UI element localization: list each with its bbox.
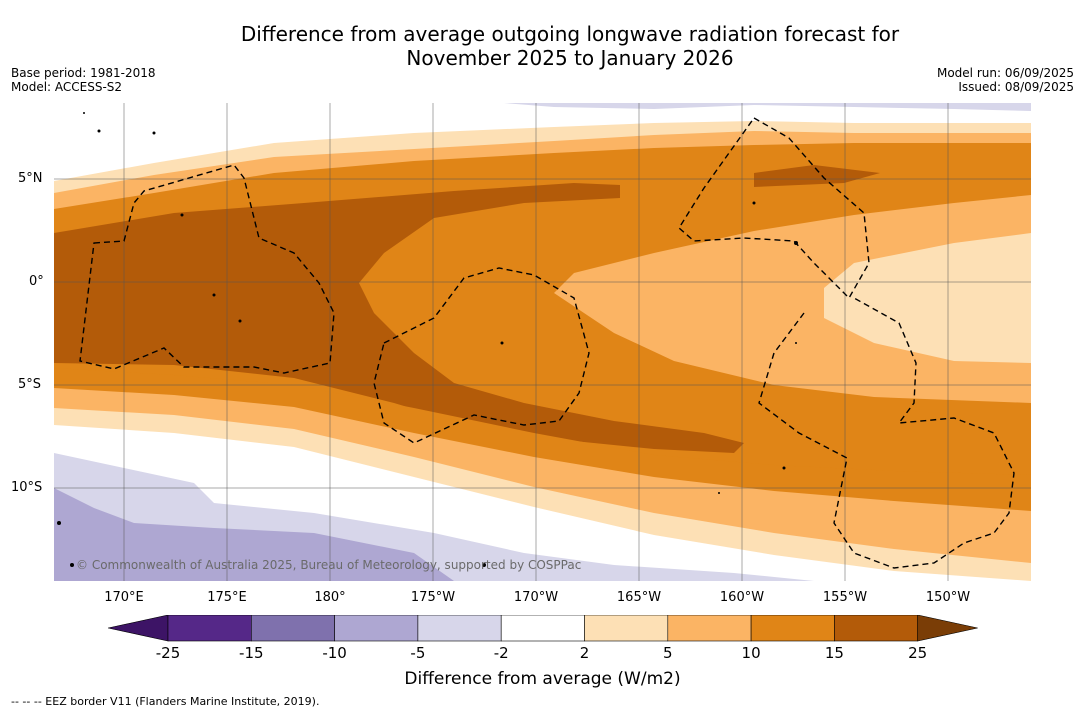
lon-label-150w: 150°W [925,590,971,605]
contour-15-25-east [754,165,880,187]
lon-label-175w: 175°W [410,590,456,605]
contour-neg2-north [504,103,1031,111]
colorbar-segment [251,615,335,642]
colorbar-tick-label: 5 [663,644,673,662]
lat-label-10s: 10°S [11,480,43,495]
contour-15-25-core [54,183,744,453]
meta-right: Model run: 06/09/2025 Issued: 08/09/2025 [937,66,1074,94]
colorbar-segment [584,615,669,642]
colorbar-segment [667,615,752,642]
lon-label-165w: 165°W [616,590,662,605]
island [57,521,61,525]
lon-label-170e: 170°E [104,590,144,605]
island [782,466,786,470]
colorbar-tick-label: -5 [410,644,426,662]
island [482,563,486,567]
island [500,341,504,345]
colorbar-tick-label: -10 [322,644,347,662]
islands [57,112,798,567]
colorbar-segment [334,615,419,642]
eez-kiribati-line-south [758,297,1015,569]
colorbar-segment [750,615,835,642]
island [83,112,85,114]
model-name: Model: ACCESS-S2 [11,80,123,94]
eez-kiribati-gilbert [79,164,335,374]
lat-label-equator: 0° [29,274,44,289]
island [180,213,184,217]
island [212,293,216,297]
colorbar-segment [500,615,585,642]
island [97,129,101,133]
lon-label-155w: 155°W [822,590,868,605]
colorbar-tick-label: -15 [239,644,264,662]
lat-label-5s: 5°S [18,377,42,392]
colorbar-tick-label: 10 [741,644,761,662]
island [752,201,756,205]
colorbar-tick-label: 15 [824,644,844,662]
colorbar-extend-high [917,615,978,642]
island [795,342,797,344]
map-title-line2: November 2025 to January 2026 [406,46,734,70]
island [718,492,720,494]
contour-2-5-east [824,233,1031,363]
lat-label-5n: 5°N [18,171,43,186]
map-title-line1: Difference from average outgoing longwav… [240,22,900,46]
eez-borders [79,117,1015,569]
island [794,241,798,245]
island [238,319,242,323]
graticule [54,103,1031,581]
eez-kiribati-line-north [678,117,870,300]
lon-label-175e: 175°E [207,590,247,605]
colorbar-tick-label: -2 [493,644,509,662]
map-panel: © Commonwealth of Australia 2025, Bureau… [54,103,1031,581]
base-period: Base period: 1981-2018 [11,66,156,80]
olr-anomaly-map [54,103,1031,581]
colorbar-segment [834,615,919,642]
lon-label-160w: 160°W [719,590,765,605]
island [152,131,156,135]
colorbar-tick-label: 25 [908,644,928,662]
meta-left: Base period: 1981-2018 Model: ACCESS-S2 [11,66,156,94]
colorbar-segment [417,615,502,642]
eez-footnote: -- -- -- EEZ border V11 (Flanders Marine… [11,695,320,708]
colorbar-tick-label: 2 [579,644,590,662]
model-run: Model run: 06/09/2025 [936,66,1074,80]
lon-label-170w: 170°W [513,590,559,605]
colorbar-extend-low [108,615,169,642]
contour-neg5-south [54,488,454,581]
eez-kiribati-phoenix [373,267,590,444]
colorbar [108,615,978,642]
copyright-notice: © Commonwealth of Australia 2025, Bureau… [76,558,582,572]
colorbar-label: Difference from average (W/m2) [404,669,681,689]
colorbar-segment [167,615,252,642]
issued-date: Issued: 08/09/2025 [958,80,1074,94]
colorbar-tick-label: -25 [155,644,181,662]
island [70,563,74,567]
lon-label-180: 180° [314,590,346,605]
